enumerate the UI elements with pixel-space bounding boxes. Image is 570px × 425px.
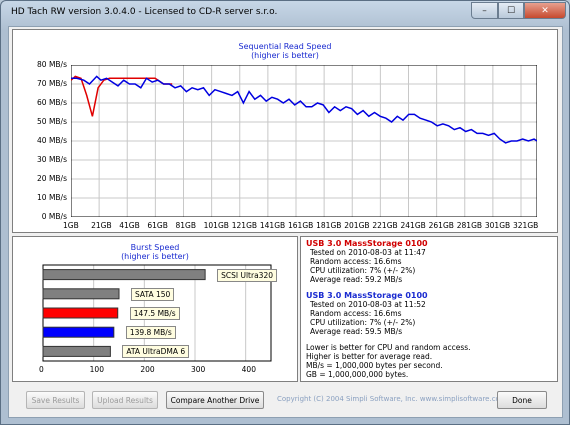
- seq-x-tick-label: 1GB: [63, 221, 79, 230]
- burst-x-tick-label: 0: [39, 365, 44, 374]
- drive-name-blue: USB 3.0 MassStorage 0100: [306, 291, 428, 300]
- maximize-button[interactable]: ☐: [498, 2, 524, 19]
- burst-bar-label: SCSI Ultra320: [217, 268, 277, 282]
- seq-x-tick-label: 221GB: [372, 221, 398, 230]
- seq-y-tick-label: 10 MB/s: [37, 193, 67, 202]
- result-line: Average read: 59.2 MB/s: [310, 275, 403, 284]
- upload-results-button[interactable]: Upload Results: [92, 391, 158, 409]
- sequential-read-panel: Sequential Read Speed (higher is better)…: [12, 29, 558, 233]
- seq-x-tick-label: 161GB: [288, 221, 314, 230]
- burst-bar: [42, 269, 206, 281]
- burst-chart-subtitle: (higher is better): [121, 252, 189, 261]
- button-row: Save Results Upload Results Compare Anot…: [9, 387, 562, 415]
- seq-chart-title: Sequential Read Speed: [238, 42, 332, 51]
- result-line: CPU utilization: 7% (+/- 2%): [310, 266, 416, 275]
- seq-y-tick-label: 30 MB/s: [37, 155, 67, 164]
- burst-bar: [42, 307, 119, 319]
- seq-x-tick-label: 241GB: [400, 221, 426, 230]
- seq-y-tick-label: 50 MB/s: [37, 117, 67, 126]
- seq-x-tick-label: 181GB: [316, 221, 342, 230]
- note-line: Lower is better for CPU and random acces…: [306, 343, 471, 352]
- save-results-button[interactable]: Save Results: [26, 391, 85, 409]
- seq-x-tick-label: 41GB: [119, 221, 140, 230]
- seq-chart-subtitle: (higher is better): [251, 51, 319, 60]
- burst-bar: [42, 345, 111, 357]
- seq-x-tick-label: 201GB: [344, 221, 370, 230]
- burst-x-tick-label: 200: [140, 365, 155, 374]
- result-line: Tested on 2010-08-03 at 11:47: [310, 248, 426, 257]
- seq-x-tick-label: 61GB: [147, 221, 168, 230]
- result-block-red: USB 3.0 MassStorage 0100 Tested on 2010-…: [306, 239, 428, 284]
- burst-bar: [42, 288, 120, 300]
- seq-y-tick-label: 60 MB/s: [37, 98, 67, 107]
- burst-x-tick-label: 400: [241, 365, 256, 374]
- copyright-text: Copyright (C) 2004 Simpli Software, Inc.…: [277, 395, 507, 403]
- seq-x-tick-label: 281GB: [456, 221, 483, 230]
- result-line: Tested on 2010-08-03 at 11:52: [310, 300, 426, 309]
- seq-x-tick-label: 21GB: [91, 221, 112, 230]
- seq-x-tick-label: 301GB: [484, 221, 511, 230]
- burst-bar-label: ATA UltraDMA 6: [122, 345, 190, 359]
- notes-block: Lower is better for CPU and random acces…: [306, 343, 471, 379]
- results-panel: USB 3.0 MassStorage 0100 Tested on 2010-…: [300, 236, 558, 382]
- drive-name-red: USB 3.0 MassStorage 0100: [306, 239, 428, 248]
- seq-y-tick-label: 70 MB/s: [37, 79, 67, 88]
- burst-x-tick-label: 300: [191, 365, 206, 374]
- result-block-blue: USB 3.0 MassStorage 0100 Tested on 2010-…: [306, 291, 428, 336]
- result-line: CPU utilization: 7% (+/- 2%): [310, 318, 416, 327]
- note-line: MB/s = 1,000,000 bytes per second.: [306, 361, 443, 370]
- minimize-button[interactable]: –: [471, 2, 498, 19]
- close-button[interactable]: ✕: [524, 2, 566, 19]
- seq-x-tick-label: 101GB: [203, 221, 229, 230]
- burst-bar-label: 139.8 MB/s: [125, 326, 176, 340]
- result-line: Average read: 59.5 MB/s: [310, 327, 403, 336]
- result-line: Random access: 16.6ms: [310, 257, 402, 266]
- seq-y-tick-label: 20 MB/s: [37, 174, 67, 183]
- seq-y-tick-label: 80 MB/s: [37, 60, 67, 69]
- burst-chart-title: Burst Speed: [130, 243, 180, 252]
- seq-y-tick-label: 40 MB/s: [37, 136, 67, 145]
- seq-x-tick-label: 261GB: [428, 221, 454, 230]
- seq-series-line-1: [71, 75, 537, 144]
- note-line: GB = 1,000,000,000 bytes.: [306, 370, 409, 379]
- burst-x-tick-label: 100: [89, 365, 104, 374]
- burst-speed-panel: Burst Speed (higher is better) 0 100 200 30…: [12, 236, 298, 382]
- seq-x-tick-label: 141GB: [259, 221, 286, 230]
- note-line: Higher is better for average read.: [306, 352, 433, 361]
- burst-bar: [42, 326, 115, 338]
- done-button[interactable]: Done: [497, 391, 547, 409]
- client-area: Sequential Read Speed (higher is better)…: [8, 26, 563, 418]
- seq-plot: [71, 65, 537, 217]
- seq-y-tick-label: 0 MB/s: [41, 212, 67, 221]
- result-line: Random access: 16.6ms: [310, 309, 402, 318]
- burst-bar-label: SATA 150: [131, 287, 175, 301]
- seq-x-tick-label: 321GB: [513, 221, 539, 230]
- seq-x-tick-label: 81GB: [175, 221, 197, 230]
- compare-drive-button[interactable]: Compare Another Drive: [166, 391, 264, 409]
- seq-x-tick-label: 121GB: [231, 221, 258, 230]
- window-title: HD Tach RW version 3.0.4.0 - Licensed to…: [11, 7, 278, 17]
- title-bar[interactable]: HD Tach RW version 3.0.4.0 - Licensed to…: [1, 1, 569, 25]
- burst-bar-label: 147.5 MB/s: [129, 307, 180, 320]
